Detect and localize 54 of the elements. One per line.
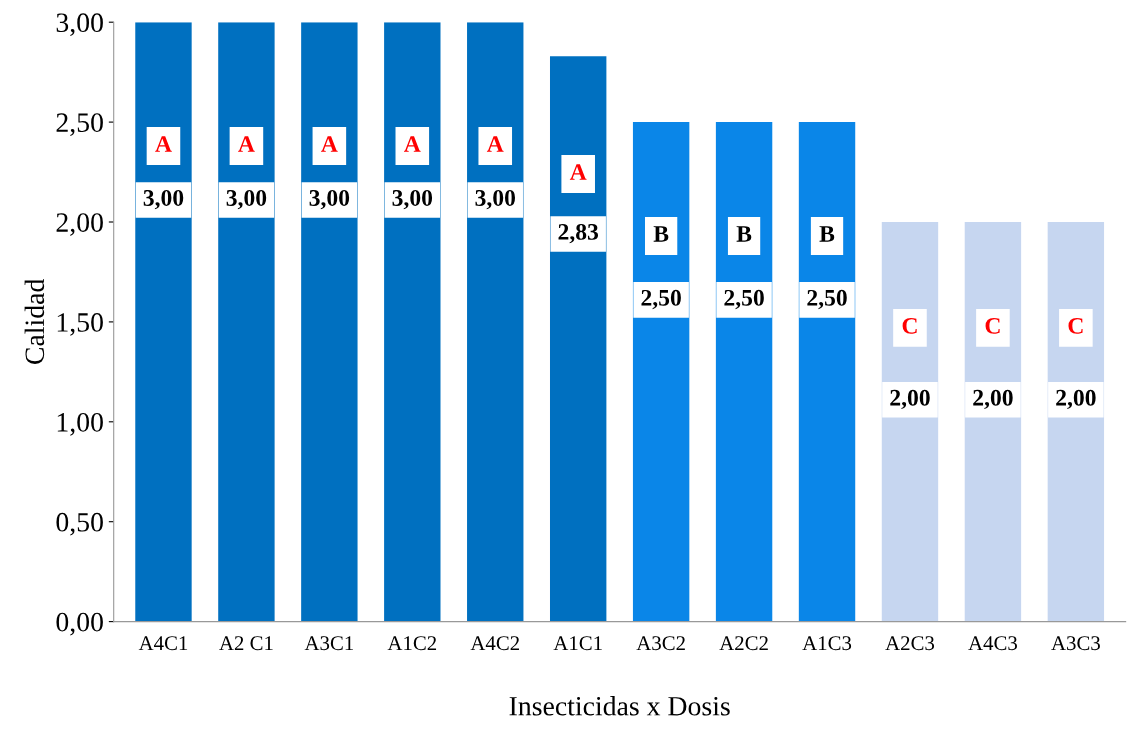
y-axis-title: Calidad xyxy=(24,279,45,364)
annotation: B xyxy=(819,226,835,242)
x-tick-label: A3C3 xyxy=(1051,636,1100,651)
annotation: C xyxy=(985,317,1000,334)
bar xyxy=(384,22,441,622)
annotation: A xyxy=(486,136,504,152)
bar xyxy=(715,122,773,622)
annotation: A xyxy=(238,136,255,152)
x-tick-label: A2C3 xyxy=(885,636,935,651)
annotation: C xyxy=(902,317,917,334)
x-axis-title: Insecticidas x Dosis xyxy=(509,696,730,716)
x-tick-label: A1C1 xyxy=(553,636,602,651)
data-label: 2,00 xyxy=(1056,389,1096,410)
annotation: B xyxy=(736,226,752,242)
x-tick-label: A4C2 xyxy=(470,636,519,651)
annotation: C xyxy=(1068,317,1083,334)
x-tick-label: A4C3 xyxy=(968,636,1017,651)
data-label: 2,00 xyxy=(973,389,1013,410)
annotation: A xyxy=(155,136,172,152)
y-tick-label: 1,00 xyxy=(57,412,103,436)
x-tick-label: A3C1 xyxy=(304,636,353,651)
y-tick-label: 2,50 xyxy=(56,113,103,137)
data-label: 2,50 xyxy=(724,289,764,310)
data-label: 2,83 xyxy=(558,223,599,244)
bar xyxy=(301,22,358,622)
x-tick-label: A2 C1 xyxy=(219,636,273,651)
annotation: A xyxy=(569,164,587,180)
annotation: A xyxy=(404,136,421,152)
bar xyxy=(798,122,856,622)
annotation: B xyxy=(653,226,669,242)
data-label: 3,00 xyxy=(143,189,184,210)
x-tick-label: A1C2 xyxy=(387,636,437,651)
data-label: 3,00 xyxy=(309,189,350,210)
x-tick-label: A4C1 xyxy=(138,636,188,651)
bar xyxy=(218,22,275,622)
x-tick-label: A1C3 xyxy=(802,636,852,651)
annotation: A xyxy=(321,136,338,152)
bar xyxy=(467,22,524,622)
x-tick-label: A3C2 xyxy=(636,636,685,651)
y-tick-label: 2,00 xyxy=(56,213,103,236)
data-label: 3,00 xyxy=(392,189,433,210)
bar xyxy=(632,122,690,622)
x-tick-label: A2C2 xyxy=(719,636,768,651)
data-label: 3,00 xyxy=(226,189,267,210)
bar xyxy=(549,56,607,622)
data-label: 2,50 xyxy=(641,289,681,310)
data-label: 2,50 xyxy=(807,289,847,310)
y-tick-label: 3,00 xyxy=(56,13,103,37)
bar xyxy=(135,22,192,622)
y-tick-label: 1,50 xyxy=(57,313,103,336)
y-tick-label: 0,00 xyxy=(56,612,103,636)
data-label: 2,00 xyxy=(890,389,930,410)
y-tick-label: 0,50 xyxy=(56,512,103,536)
data-label: 3,00 xyxy=(475,189,516,210)
